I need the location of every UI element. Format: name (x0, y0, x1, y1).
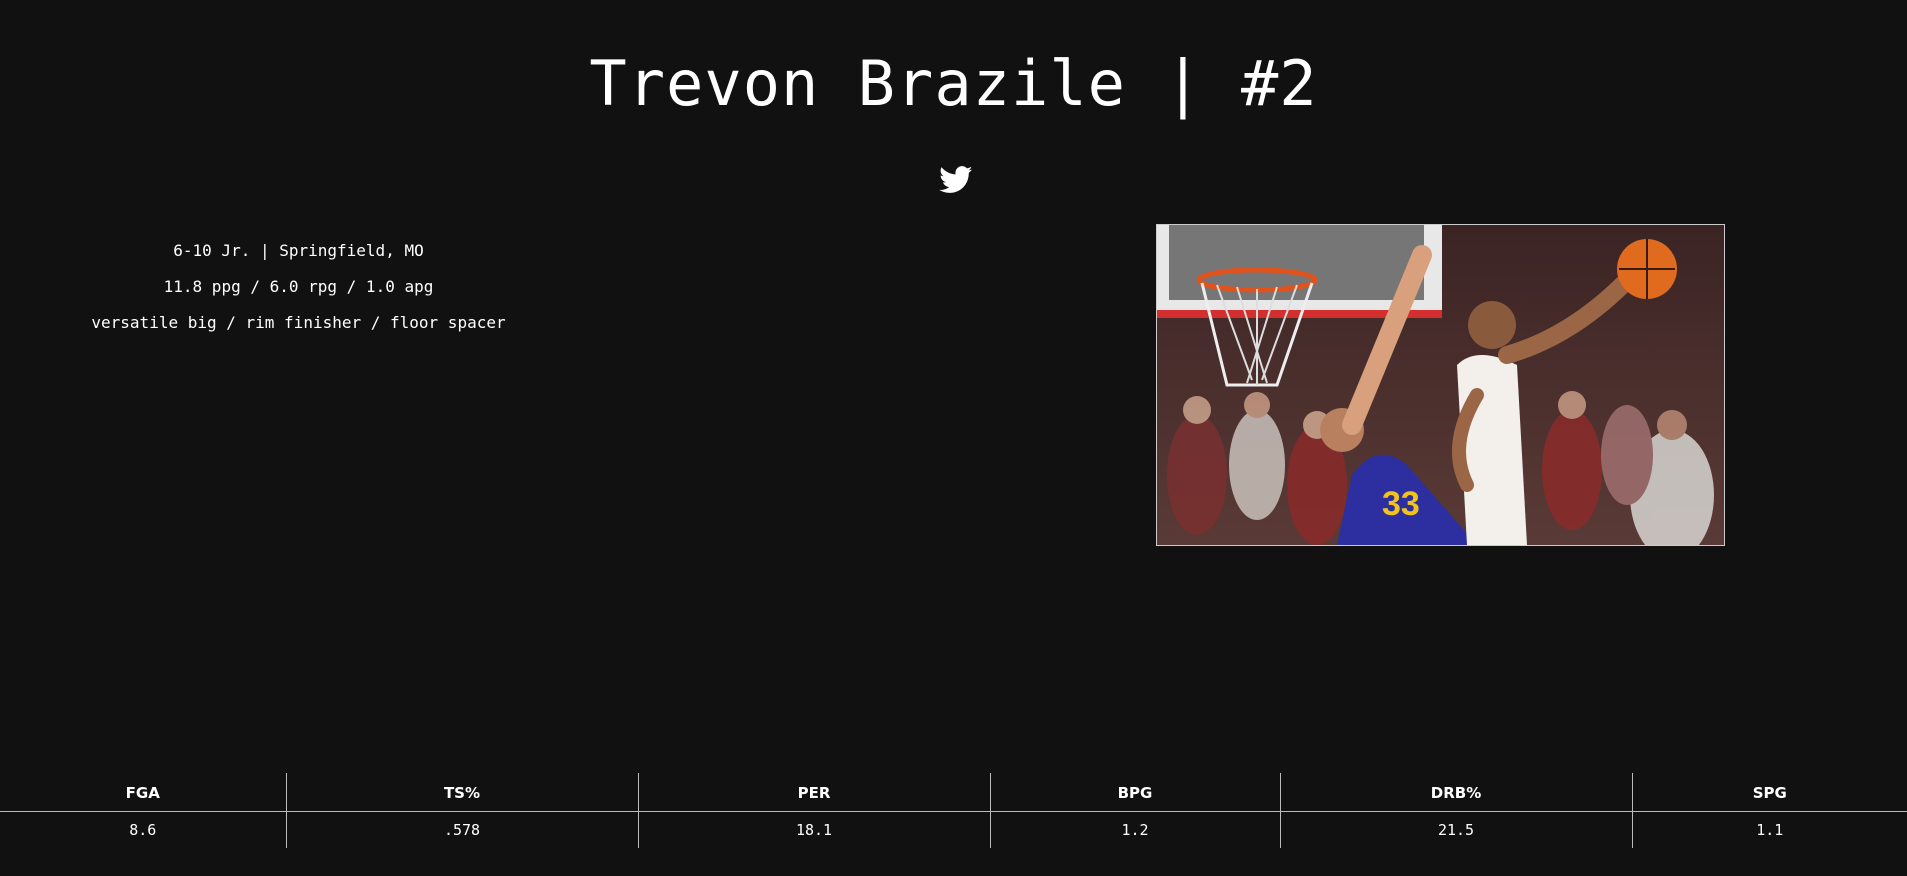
stat-header-per[interactable]: PER (637, 773, 990, 812)
stat-header-fga[interactable]: FGA (0, 773, 286, 812)
stats-header-row: FGA TS% PER BPG DRB% SPG (0, 773, 1907, 812)
stat-value-drb: 21.5 (1279, 811, 1632, 848)
stat-header-bpg[interactable]: BPG (989, 773, 1280, 812)
stat-value-per: 18.1 (637, 811, 990, 848)
player-photo: 33 (1156, 224, 1725, 546)
stat-value-spg: 1.1 (1631, 811, 1907, 848)
twitter-icon[interactable] (939, 166, 973, 194)
stat-value-bpg: 1.2 (989, 811, 1280, 848)
stat-value-fga: 8.6 (129, 821, 157, 839)
page-title: Trevon Brazile | #2 (589, 47, 1318, 120)
player-info: 6-10 Jr. | Springfield, MO 11.8 ppg / 6.… (80, 240, 517, 348)
stat-header-spg[interactable]: SPG (1631, 773, 1907, 812)
stat-header-ts[interactable]: TS% (285, 773, 638, 812)
player-bio: 6-10 Jr. | Springfield, MO (173, 241, 424, 260)
stats-value-row: 8.6 .578 18.1 1.2 21.5 1.1 (0, 811, 1907, 848)
stats-table: FGA TS% PER BPG DRB% SPG 8.6 .578 18.1 1… (0, 773, 1907, 848)
player-role: versatile big / rim finisher / floor spa… (91, 313, 506, 332)
svg-text:33: 33 (1382, 485, 1420, 523)
stat-header-drb[interactable]: DRB% (1279, 773, 1632, 812)
dunk-photo-image: 33 (1157, 225, 1724, 545)
player-averages: 11.8 ppg / 6.0 rpg / 1.0 apg (163, 277, 434, 296)
stat-value-ts: .578 (285, 811, 638, 848)
